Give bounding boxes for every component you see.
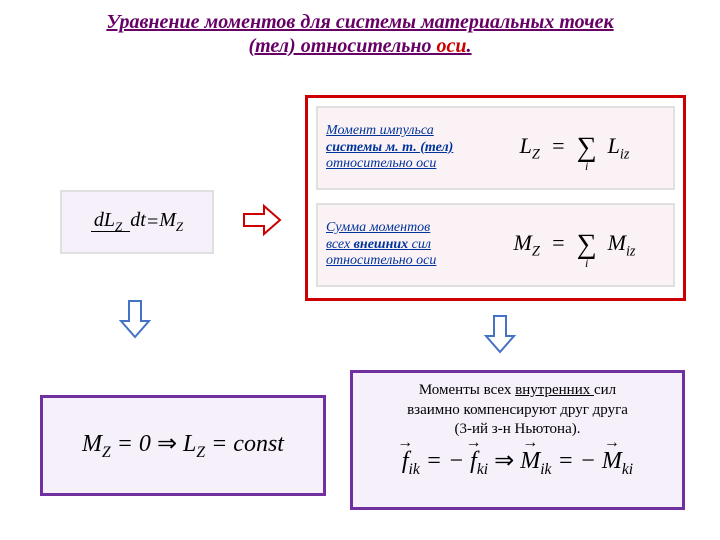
title-line2a: (тел) относительно: [248, 35, 436, 57]
f-label-a: Сумма моментов: [326, 220, 430, 235]
nf-eq2: =: [557, 448, 579, 474]
arrow-right-icon: [238, 200, 286, 240]
red-bracket-group: Момент импульса системы м. т. (тел) отно…: [305, 95, 686, 301]
num-sub: Z: [115, 219, 122, 234]
fraction: dLZ dt: [91, 209, 146, 235]
nf-ki1: ki: [477, 460, 488, 477]
moment-force-formula: MZ = ∑i Miz: [476, 229, 673, 261]
cons-l-sub: Z: [196, 444, 205, 461]
moment-force-label: Сумма моментов всех внешних сил относите…: [318, 220, 476, 270]
numerator: dLZ: [91, 209, 130, 232]
mf-rhs: L: [608, 133, 620, 158]
rhs-text: M: [159, 209, 176, 231]
ff-rhs: M: [608, 230, 626, 255]
nf-ik1: ik: [409, 460, 420, 477]
title-period: .: [467, 35, 472, 57]
vec-f-ki: →f: [470, 448, 477, 475]
nt-a: Моменты всех: [419, 382, 515, 398]
nf-min2: −: [580, 448, 596, 474]
arrow-down-icon: [115, 295, 155, 343]
rhs-sub: Z: [176, 219, 183, 234]
cons-arrow: ⇒: [157, 431, 177, 457]
moment-force-box: Сумма моментов всех внешних сил относите…: [316, 203, 675, 287]
momentum-formula: LZ = ∑i Liz: [476, 132, 673, 164]
ff-rhs-sub: iz: [626, 243, 636, 259]
vec-f-ik: →f: [402, 448, 409, 475]
cons-m: M: [82, 431, 102, 457]
cons-m-sub: Z: [102, 444, 111, 461]
cons-zero: = 0: [111, 431, 157, 457]
sigma-icon: ∑i: [577, 229, 597, 261]
mf-lhs-sub: Z: [532, 146, 540, 162]
cons-formula: MZ = 0 ⇒ LZ = const: [82, 429, 284, 462]
mf-rhs-sub: iz: [620, 146, 630, 162]
nf-eq1: =: [426, 448, 448, 474]
f-label-b-em: внешних: [354, 237, 408, 252]
momentum-label: Момент импульса системы м. т. (тел) отно…: [318, 123, 476, 173]
sigma-icon: ∑i: [577, 132, 597, 164]
nf-arr: ⇒: [494, 448, 520, 474]
title-axis: оси: [437, 35, 467, 57]
nf-min1: −: [448, 448, 464, 474]
newton-box: Моменты всех внутренних сил взаимно комп…: [350, 370, 685, 510]
momentum-box: Момент импульса системы м. т. (тел) отно…: [316, 106, 675, 190]
nt-c: взаимно компенсируют друг друга: [407, 402, 628, 418]
page-title: Уравнение моментов для системы материаль…: [0, 0, 720, 58]
num-text: dL: [94, 209, 115, 231]
m-label-c: относительно оси: [326, 156, 436, 171]
f-label-b-post: сил: [408, 237, 431, 252]
main-equation-box: dLZ dt = MZ: [60, 190, 214, 254]
newton-formula: →fik = − →fki ⇒ →Mik = − →Mki: [363, 446, 672, 479]
ff-lhs-sub: Z: [532, 243, 540, 259]
ff-lhs: M: [514, 230, 532, 255]
conservation-box: MZ = 0 ⇒ LZ = const: [40, 395, 326, 496]
f-label-c: относительно оси: [326, 253, 436, 268]
newton-text: Моменты всех внутренних сил взаимно комп…: [363, 381, 672, 440]
nf-ik2: ik: [540, 460, 551, 477]
arrow-down-icon: [480, 310, 520, 358]
rhs: MZ: [159, 209, 183, 235]
vec-m-ki: →M: [602, 448, 622, 475]
m-label-b: системы м. т. (тел): [326, 140, 453, 155]
nt-u: внутренних: [515, 382, 594, 398]
f-label-b-pre: всех: [326, 237, 354, 252]
m-label-a: Момент импульса: [326, 123, 434, 138]
nf-ki2: ki: [622, 460, 633, 477]
cons-l: L: [177, 431, 196, 457]
vec-m-ik: →M: [520, 448, 540, 475]
title-line1: Уравнение моментов для системы материаль…: [106, 11, 613, 33]
mf-lhs: L: [520, 133, 532, 158]
cons-const: = const: [205, 431, 284, 457]
nt-b: сил: [594, 382, 616, 398]
denominator: dt: [130, 209, 146, 231]
equals: =: [146, 211, 160, 234]
